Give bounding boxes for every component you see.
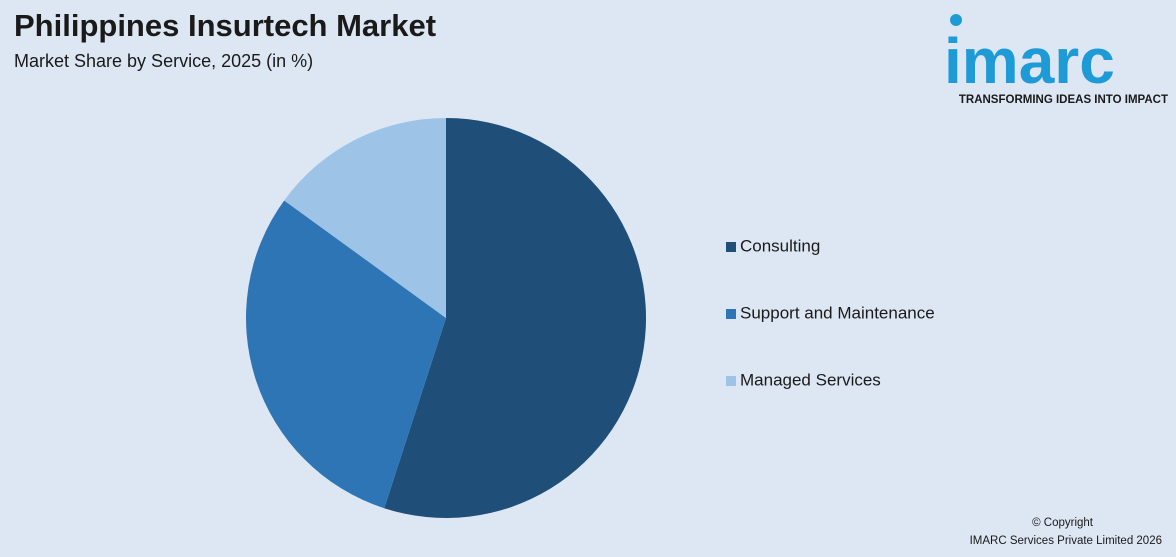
legend-label: Support and Maintenance (740, 303, 935, 322)
legend-swatch (726, 309, 736, 319)
legend-label: Consulting (740, 236, 820, 255)
logo-dot (950, 14, 962, 26)
copyright: © Copyright (1032, 517, 1094, 529)
pie-slice (245, 200, 446, 509)
pie-slice (384, 118, 646, 518)
copyright-owner: IMARC Services Private Limited 2026 (970, 535, 1162, 547)
chart-subtitle: Market Share by Service, 2025 (in %) (14, 51, 313, 71)
legend-label: Managed Services (740, 370, 881, 389)
logo: imarc (944, 25, 1115, 97)
legend-swatch (726, 242, 736, 252)
legend-swatch (726, 376, 736, 386)
pie-slice (284, 118, 446, 318)
logo-tagline: TRANSFORMING IDEAS INTO IMPACT (959, 94, 1168, 106)
chart-title: Philippines Insurtech Market (14, 8, 436, 43)
